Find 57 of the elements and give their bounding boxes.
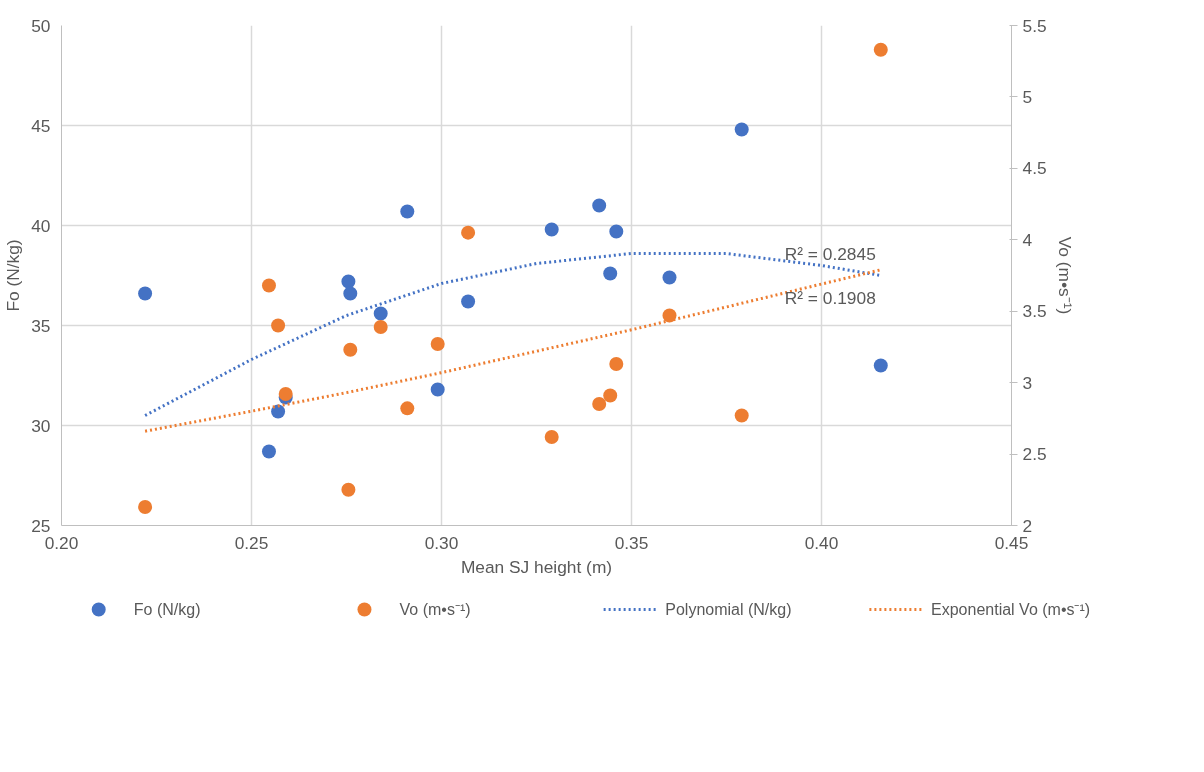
point [592,198,607,213]
point [261,278,276,293]
y-tick-label: 30 [31,415,51,436]
y-tick-label: 40 [31,215,51,236]
point [544,222,559,237]
point [461,294,476,309]
point [603,388,618,403]
x-tick-label: 0.30 [424,532,459,553]
point [734,122,749,137]
line-series [143,268,883,433]
point [341,482,356,497]
point [544,429,559,444]
y-tick-label: 50 [31,15,51,36]
y-tick-label: 35 [31,315,51,336]
x-tick-label: 0.25 [234,532,269,553]
annotation: R² = 0.1908 [784,287,876,308]
y2-tick-label: 3 [1022,372,1033,393]
point [341,274,356,289]
point [373,319,388,334]
point [400,204,415,219]
point [873,42,888,57]
point [461,225,476,240]
y-tick-label: 45 [31,115,51,136]
point [609,357,624,372]
point [873,358,888,373]
y2-tick-label: 5 [1022,86,1033,107]
y2-axis-title: Vo (m•s⁻¹) [1054,236,1075,315]
point [609,224,624,239]
y2-tick-label: 4.5 [1022,158,1047,179]
legend-label: Fo (N/kg) [133,601,201,618]
point [138,286,153,301]
point [271,318,286,333]
point [343,342,358,357]
point [138,499,153,514]
point [400,401,415,416]
point [430,382,445,397]
y2-tick-label: 4 [1022,229,1033,250]
y-axis-title: Fo (N/kg) [3,239,24,312]
legend-label: Vo (m•s⁻¹) [399,601,471,618]
y2-tick-label: 5.5 [1022,15,1047,36]
x-axis-title: Mean SJ height (m) [460,556,613,577]
point [592,397,607,412]
point [261,444,276,459]
legend-label: Polynomial (N/kg) [665,601,792,618]
x-tick-label: 0.35 [614,532,649,553]
x-tick-label: 0.40 [804,532,839,553]
point [343,286,358,301]
y2-tick-label: 3.5 [1022,301,1047,322]
legend-label: Exponential Vo (m•s⁻¹) [931,601,1091,618]
point [603,266,618,281]
point [662,270,677,285]
annotation: R² = 0.2845 [784,243,876,264]
point [734,408,749,423]
y2-tick-label: 2.5 [1022,444,1047,465]
point [373,306,388,321]
point [271,404,286,419]
point [430,337,445,352]
